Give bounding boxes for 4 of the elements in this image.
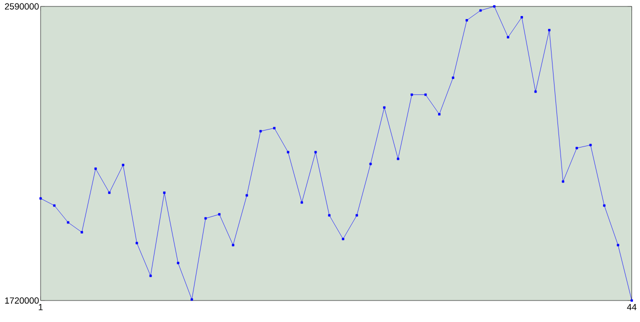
y-tick-label: 1720000 [5,297,39,304]
y-tick-label: 2590000 [4,3,39,10]
x-tick-label: 1 [38,304,43,310]
x-tick-label: 44 [627,304,636,310]
